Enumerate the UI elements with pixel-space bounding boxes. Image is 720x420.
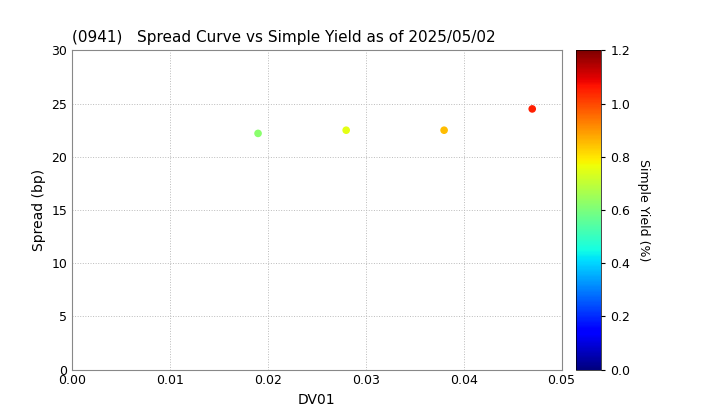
Point: [341, 127, 352, 134]
Text: (0941)   Spread Curve vs Simple Yield as of 2025/05/02: (0941) Spread Curve vs Simple Yield as o…: [72, 30, 495, 45]
Y-axis label: Simple Yield (%): Simple Yield (%): [636, 159, 649, 261]
Point: [252, 130, 264, 137]
X-axis label: DV01: DV01: [298, 393, 336, 407]
Point: [438, 127, 450, 134]
Point: [526, 105, 538, 112]
Y-axis label: Spread (bp): Spread (bp): [32, 169, 45, 251]
